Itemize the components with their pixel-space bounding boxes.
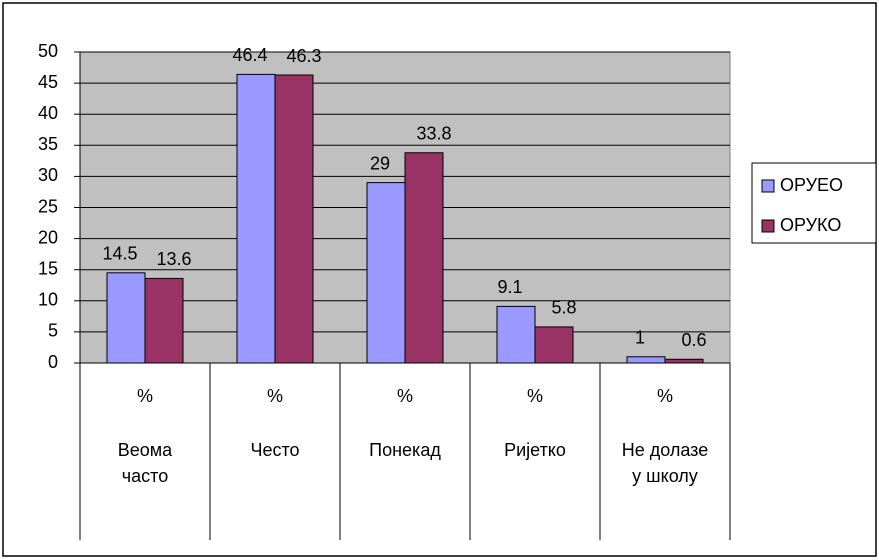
bar: [144, 277, 184, 364]
x-tick-label: %: [656, 386, 673, 406]
value-label: 0.6: [681, 330, 706, 350]
y-tick-label: 0: [48, 352, 58, 372]
x-tick-label: Често: [250, 440, 300, 460]
x-tick-label: %: [266, 386, 283, 406]
y-tick-label: 25: [38, 196, 58, 216]
x-tick-label: Понекад: [369, 440, 441, 460]
legend-label: ОРУЕО: [780, 175, 843, 195]
value-label: 46.4: [232, 45, 267, 65]
value-label: 46.3: [286, 46, 321, 66]
x-tick-label: %: [526, 386, 543, 406]
bar: [274, 74, 314, 364]
x-tick-label: %: [396, 386, 413, 406]
y-tick-label: 15: [38, 258, 58, 278]
bar: [496, 305, 536, 364]
value-label: 1: [635, 328, 645, 348]
value-label: 13.6: [156, 249, 191, 269]
y-tick-label: 30: [38, 165, 58, 185]
x-tick-label: Не долазе у школу: [621, 440, 709, 486]
value-label: 5.8: [551, 298, 576, 318]
x-tick-label: Веома часто: [117, 440, 173, 486]
y-tick-label: 40: [38, 103, 58, 123]
y-tick-label: 35: [38, 134, 58, 154]
value-label: 14.5: [102, 244, 137, 264]
y-tick-label: 50: [38, 41, 58, 61]
y-tick-label: 20: [38, 227, 58, 247]
legend-swatch: [761, 179, 775, 193]
x-tick-label: Ријетко: [504, 440, 566, 460]
bar: [534, 326, 574, 364]
bar: [106, 272, 146, 364]
value-label: 9.1: [497, 277, 522, 297]
bar: [404, 152, 444, 364]
bar: [366, 182, 406, 364]
value-label: 29: [370, 153, 390, 173]
bar: [626, 356, 666, 364]
y-tick-label: 10: [38, 290, 58, 310]
legend-label: ОРУКО: [780, 215, 841, 235]
legend-swatch: [761, 219, 775, 233]
bar: [664, 358, 704, 364]
y-tick-label: 45: [38, 72, 58, 92]
bar: [236, 73, 276, 364]
value-label: 33.8: [416, 124, 451, 144]
y-tick-label: 5: [48, 321, 58, 341]
x-tick-label: %: [136, 386, 153, 406]
